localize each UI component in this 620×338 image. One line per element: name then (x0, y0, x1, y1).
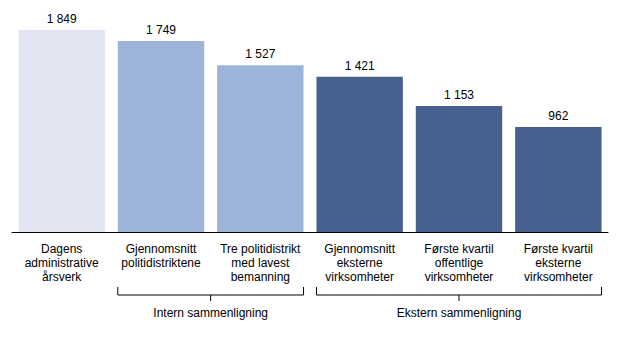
svg-text:1 421: 1 421 (345, 59, 375, 73)
svg-text:1 153: 1 153 (444, 88, 474, 102)
svg-text:eksterne: eksterne (535, 256, 581, 270)
svg-text:Dagens: Dagens (41, 242, 82, 256)
svg-text:Ekstern sammenligning: Ekstern sammenligning (397, 306, 522, 320)
svg-text:Første kvartil: Første kvartil (524, 242, 593, 256)
svg-text:Første kvartil: Første kvartil (424, 242, 493, 256)
svg-text:1 749: 1 749 (146, 23, 176, 37)
svg-text:virksomheter: virksomheter (425, 270, 494, 284)
svg-text:politidistriktene: politidistriktene (121, 256, 201, 270)
svg-text:Tre politidistrikt: Tre politidistrikt (220, 242, 301, 256)
svg-text:administrative: administrative (25, 256, 99, 270)
svg-text:Gjennomsnitt: Gjennomsnitt (324, 242, 395, 256)
svg-text:Intern sammenligning: Intern sammenligning (153, 306, 268, 320)
svg-text:962: 962 (548, 109, 568, 123)
svg-text:offentlige: offentlige (435, 256, 484, 270)
svg-text:virksomheter: virksomheter (524, 270, 593, 284)
svg-text:1 527: 1 527 (245, 47, 275, 61)
svg-text:1 849: 1 849 (47, 12, 77, 26)
svg-text:med lavest: med lavest (231, 256, 290, 270)
svg-text:årsverk: årsverk (42, 270, 82, 284)
svg-text:bemanning: bemanning (231, 270, 290, 284)
svg-text:virksomheter: virksomheter (325, 270, 394, 284)
svg-text:Gjennomsnitt: Gjennomsnitt (126, 242, 197, 256)
svg-text:eksterne: eksterne (337, 256, 383, 270)
